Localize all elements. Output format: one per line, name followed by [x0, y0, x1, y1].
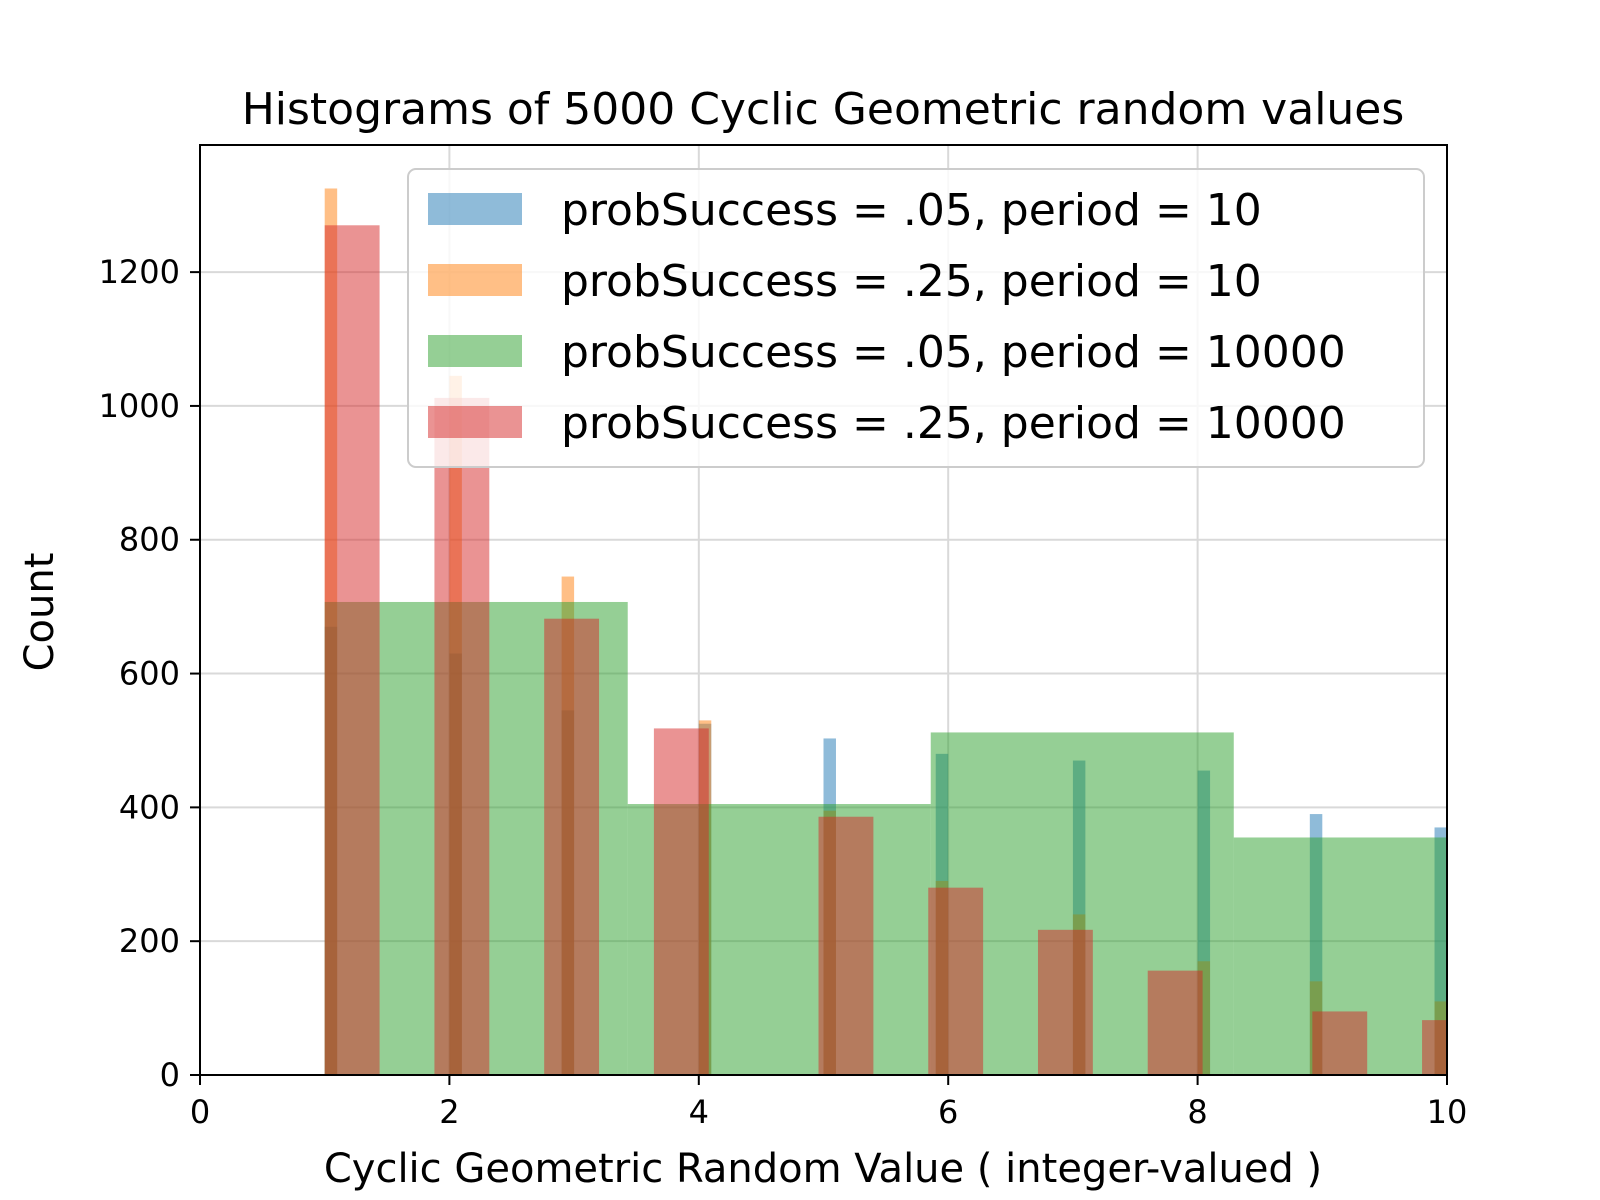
legend-box: [407, 168, 1425, 468]
y-tick-label: 800: [119, 521, 180, 559]
legend-label: probSuccess = .25, period = 10000: [561, 398, 1346, 449]
y-axis-label: Count: [17, 553, 63, 672]
chart-title: Histograms of 5000 Cyclic Geometric rand…: [242, 84, 1405, 135]
legend-swatch: [428, 335, 522, 367]
legend-entry: probSuccess = .25, period = 10: [428, 256, 1262, 307]
histogram-bar: [928, 887, 984, 1075]
histogram-bar: [1037, 929, 1093, 1075]
legend-label: probSuccess = .05, period = 10000: [561, 327, 1346, 378]
y-tick-label: 1000: [99, 387, 180, 425]
legend-swatch: [428, 406, 522, 438]
legend-swatch: [428, 264, 522, 296]
histogram-bar: [324, 225, 380, 1075]
legend: probSuccess = .05, period = 10 probSucces…: [407, 168, 1425, 468]
x-tick-label: 0: [190, 1093, 210, 1131]
y-tick-label: 600: [119, 655, 180, 693]
series-4-bars: [324, 225, 1447, 1075]
x-axis-label: Cyclic Geometric Random Value ( integer-…: [324, 1146, 1322, 1192]
y-tick-label: 400: [119, 788, 180, 826]
histogram-bar: [653, 728, 709, 1075]
histogram-bars: [324, 188, 1447, 1075]
histogram-bar: [818, 816, 874, 1075]
legend-label: probSuccess = .25, period = 10: [561, 256, 1262, 307]
y-tick-label: 200: [119, 922, 180, 960]
plot-frame: [199, 144, 1448, 1076]
y-tick-label: 0: [160, 1056, 180, 1094]
x-tick-label: 10: [1427, 1093, 1468, 1131]
legend-entry: probSuccess = .05, period = 10: [428, 185, 1262, 236]
legend-swatch: [428, 193, 522, 225]
x-axis-ticks: 0 2 4 6 8 10: [190, 1075, 1468, 1131]
histogram-bar: [544, 618, 600, 1075]
legend-entry: probSuccess = .25, period = 10000: [428, 398, 1346, 449]
legend-entry: probSuccess = .05, period = 10000: [428, 327, 1346, 378]
y-axis-ticks: 0 200 400 600 800 1000 1200: [99, 253, 200, 1094]
legend-label: probSuccess = .05, period = 10: [561, 185, 1262, 236]
histogram-bar: [434, 397, 490, 1075]
x-tick-label: 2: [439, 1093, 459, 1131]
histogram-bar: [1147, 970, 1203, 1075]
histogram-bar: [1312, 1011, 1368, 1075]
histogram-bar: [1422, 1020, 1447, 1075]
x-tick-label: 6: [938, 1093, 958, 1131]
histogram-bar: [1233, 837, 1447, 1075]
x-tick-label: 8: [1187, 1093, 1207, 1131]
y-tick-label: 1200: [99, 253, 180, 291]
x-tick-label: 4: [689, 1093, 709, 1131]
